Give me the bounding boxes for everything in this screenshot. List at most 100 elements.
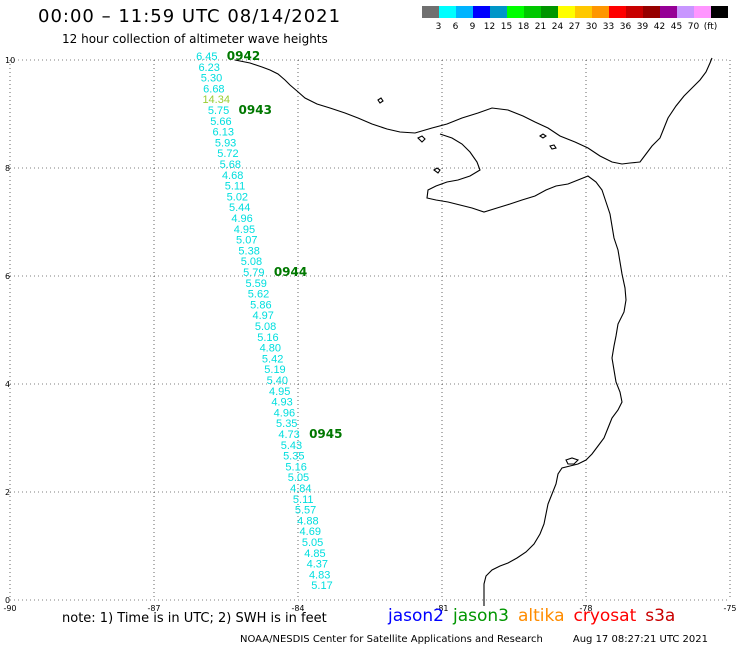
swh-value: 5.59 [245, 278, 266, 290]
swh-value: 5.40 [267, 375, 288, 387]
x-tick-label: -78 [579, 604, 592, 613]
swh-value: 5.02 [227, 191, 248, 203]
swh-value: 4.95 [269, 386, 290, 398]
swh-value: 4.96 [231, 213, 252, 225]
legend-label: 12 [483, 22, 496, 32]
x-tick-label: -75 [723, 604, 736, 613]
x-tick-label: -81 [435, 604, 448, 613]
time-label: 0943 [239, 103, 272, 117]
legend-label: 36 [619, 22, 632, 32]
legend-swatch [439, 6, 456, 18]
satellite-altika: altika [518, 606, 565, 626]
swh-value: 4.93 [271, 397, 292, 409]
legend-swatch [626, 6, 643, 18]
x-tick-label: -84 [291, 604, 304, 613]
legend-label: 9 [469, 22, 476, 32]
legend-swatch [575, 6, 592, 18]
legend-label: 6 [452, 22, 459, 32]
swh-value: 5.75 [208, 105, 229, 117]
swh-value: 5.38 [238, 245, 259, 257]
time-label: 0942 [227, 49, 260, 63]
color-scale-legend [422, 6, 728, 18]
swh-value: 4.85 [304, 548, 325, 560]
time-labels: 0942 0943 0944 0945 [227, 49, 343, 441]
render-timestamp: Aug 17 08:27:21 UTC 2021 [572, 634, 709, 645]
legend-label: 70 [687, 22, 700, 32]
swh-value: 5.35 [283, 451, 304, 463]
swh-value: 4.88 [297, 515, 318, 527]
legend-label: 21 [534, 22, 547, 32]
legend-label: 42 [653, 22, 666, 32]
legend-label: 24 [551, 22, 564, 32]
y-tick-label: 10 [5, 56, 15, 65]
time-label: 0944 [274, 265, 307, 279]
legend-label: (ft) [703, 22, 718, 32]
legend-label: 45 [670, 22, 683, 32]
legend-swatch [456, 6, 473, 18]
swh-value: 4.97 [253, 310, 274, 322]
swh-value: 5.93 [215, 137, 236, 149]
legend-swatch [524, 6, 541, 18]
swh-value: 5.07 [236, 235, 257, 247]
swh-value: 5.16 [257, 332, 278, 344]
swh-value: 6.45 [196, 51, 217, 63]
swh-value: 5.35 [276, 418, 297, 430]
satellite-key: jason2 jason3 altika cryosat s3a [388, 606, 684, 626]
swh-value: 4.84 [290, 483, 311, 495]
legend-swatch [422, 6, 439, 18]
time-label: 0945 [309, 427, 342, 441]
y-tick-label: 8 [5, 164, 10, 173]
legend-label: 39 [636, 22, 649, 32]
swh-value: 5.08 [241, 256, 262, 268]
y-tick-label: 4 [5, 380, 10, 389]
legend-label: 18 [517, 22, 530, 32]
legend-label: 30 [585, 22, 598, 32]
satellite-s3a: s3a [645, 606, 676, 626]
swh-value: 4.96 [274, 407, 295, 419]
coastline-islands [377, 97, 580, 465]
legend-swatch [609, 6, 626, 18]
satellite-jason3: jason3 [453, 606, 509, 626]
coastline-south [426, 133, 627, 606]
swh-value: 4.80 [260, 343, 281, 355]
swh-value: 6.68 [203, 83, 224, 95]
wave-height-track: 6.456.235.306.6814.345.755.666.135.935.7… [196, 51, 333, 592]
legend-swatch [660, 6, 677, 18]
y-tick-label: 6 [5, 272, 10, 281]
y-tick-label: 0 [5, 596, 10, 605]
legend-label: 27 [568, 22, 581, 32]
satellite-cryosat: cryosat [573, 606, 637, 626]
swh-value: 5.79 [243, 267, 264, 279]
legend-label: 3 [435, 22, 442, 32]
swh-value: 5.44 [229, 202, 250, 214]
swh-value: 14.34 [202, 94, 230, 106]
swh-value: 5.68 [220, 159, 241, 171]
legend-swatch [711, 6, 728, 18]
chart-subtitle: 12 hour collection of altimeter wave hei… [62, 32, 328, 46]
legend-label: 15 [500, 22, 513, 32]
swh-value: 4.37 [307, 559, 328, 571]
swh-value: 4.95 [234, 224, 255, 236]
swh-value: 5.72 [217, 148, 238, 160]
swh-value: 4.83 [309, 569, 330, 581]
swh-value: 5.30 [201, 73, 222, 85]
legend-swatch [694, 6, 711, 18]
legend-swatch [541, 6, 558, 18]
coastline-north [234, 57, 713, 165]
legend-swatch [490, 6, 507, 18]
swh-value: 5.42 [262, 353, 283, 365]
footer-credit: NOAA/NESDIS Center for Satellite Applica… [240, 634, 708, 645]
legend-swatch [643, 6, 660, 18]
swh-value: 5.17 [311, 580, 332, 592]
swh-value: 5.05 [288, 472, 309, 484]
axis-tick-labels: -90 -87 -84 -81 -78 -75 0 2 4 6 8 10 [3, 56, 736, 613]
swh-value: 4.73 [278, 429, 299, 441]
coastline [234, 57, 713, 606]
y-tick-label: 2 [5, 488, 10, 497]
legend-swatch [677, 6, 694, 18]
swh-value: 5.57 [295, 505, 316, 517]
swh-value: 5.86 [250, 299, 271, 311]
swh-value: 5.43 [281, 440, 302, 452]
x-tick-label: -87 [147, 604, 160, 613]
